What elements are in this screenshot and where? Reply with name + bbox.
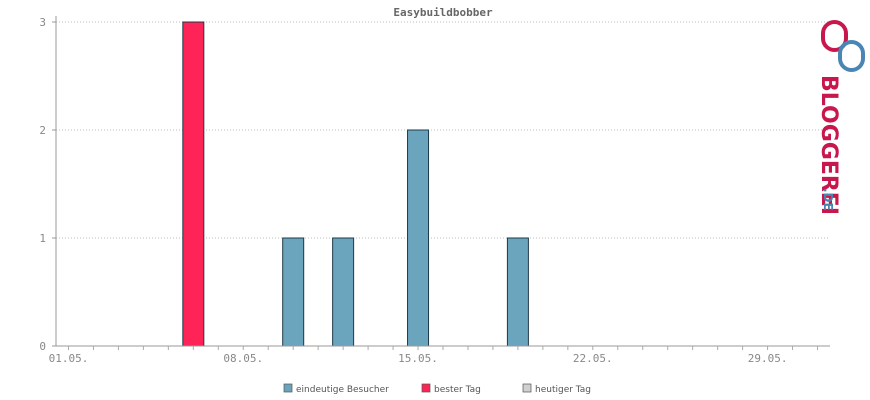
- logo-mark-icon: [821, 20, 865, 72]
- y-tick-label: 2: [39, 124, 46, 137]
- legend-label: eindeutige Besucher: [296, 385, 389, 395]
- x-tick-label: 29.05.: [748, 352, 788, 365]
- y-tick-label: 0: [39, 340, 46, 353]
- x-tick-label: 08.05.: [223, 352, 263, 365]
- bar: [182, 21, 205, 347]
- x-tick-label: 01.05.: [49, 352, 89, 365]
- y-tick-label: 3: [39, 16, 46, 29]
- legend-swatch: [522, 383, 532, 393]
- bar: [407, 129, 430, 347]
- x-tick-label: 22.05.: [573, 352, 613, 365]
- chart-title: Easybuildbobber: [393, 6, 493, 19]
- legend-label: heutiger Tag: [535, 385, 591, 395]
- bars: [182, 21, 529, 347]
- bloggerei-logo: BLOGGEREI .DE: [816, 20, 865, 215]
- brand-name: BLOGGEREI: [816, 75, 841, 215]
- legend-swatch: [283, 383, 293, 393]
- bar: [282, 237, 305, 347]
- bar: [506, 237, 529, 347]
- x-tick-label: 15.05.: [398, 352, 438, 365]
- y-tick-label: 1: [39, 232, 46, 245]
- legend-label: bester Tag: [434, 385, 481, 395]
- bar: [332, 237, 355, 347]
- legend: eindeutige Besucher bester Tag heutiger Ta…: [283, 383, 591, 395]
- grid: [56, 21, 830, 239]
- legend-swatch: [421, 383, 431, 393]
- brand-tld: .DE: [821, 188, 835, 211]
- axes: 0 1 2 3 01.05. 08.05. 15.05. 22.05. 29.05.: [39, 16, 830, 365]
